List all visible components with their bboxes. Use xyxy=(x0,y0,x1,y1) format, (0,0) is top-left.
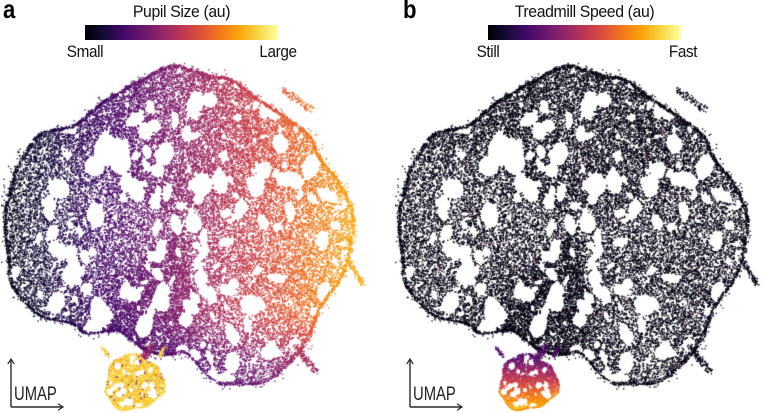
colorbar-pupil-max-label: Large xyxy=(259,42,297,61)
panel-b-letter: b xyxy=(403,0,417,24)
colorbar-pupil-min-label: Small xyxy=(66,42,104,61)
colorbar-speed-max-label: Fast xyxy=(668,42,698,61)
panel-b-title: Treadmill Speed (au) xyxy=(514,2,655,21)
colorbar-speed-min-label: Still xyxy=(476,42,500,61)
umap-scatter-speed xyxy=(395,62,763,413)
colorbar-pupil xyxy=(85,25,278,40)
panel-a-letter: a xyxy=(3,0,16,24)
umap-scatter-pupil xyxy=(1,62,381,413)
umap-axis-label-a: UMAP xyxy=(14,384,57,405)
umap-axis-label-b: UMAP xyxy=(413,384,456,405)
panel-a-title: Pupil Size (au) xyxy=(132,2,231,21)
umap-axes-icon xyxy=(406,357,464,411)
umap-axes-icon xyxy=(7,357,65,411)
colorbar-speed xyxy=(488,25,681,40)
